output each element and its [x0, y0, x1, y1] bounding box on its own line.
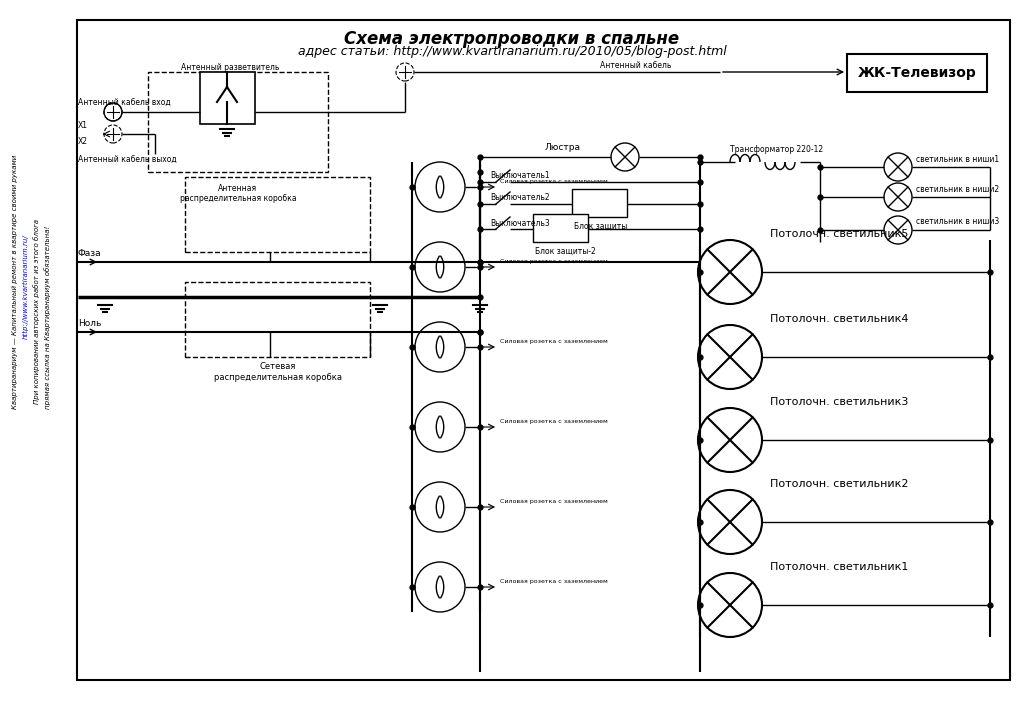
- Circle shape: [415, 562, 465, 612]
- Text: Выключатель3: Выключатель3: [490, 218, 550, 227]
- Circle shape: [884, 216, 912, 244]
- Text: Потолочн. светильник3: Потолочн. светильник3: [770, 397, 908, 407]
- Text: светильник в ниши1: светильник в ниши1: [916, 154, 999, 164]
- Bar: [148, 72, 328, 172]
- Circle shape: [884, 183, 912, 211]
- Text: ЖК-Телевизор: ЖК-Телевизор: [858, 66, 976, 80]
- Circle shape: [415, 242, 465, 292]
- Circle shape: [698, 408, 762, 472]
- Text: При копировании авторских работ из этого блога: При копировании авторских работ из этого…: [34, 220, 40, 404]
- Text: Антенная
распределительная коробка: Антенная распределительная коробка: [179, 184, 296, 204]
- Text: Потолочн. светильник5: Потолочн. светильник5: [770, 229, 908, 239]
- Circle shape: [415, 162, 465, 212]
- Text: Схема электропроводки в спальне: Схема электропроводки в спальне: [344, 30, 680, 48]
- Circle shape: [611, 143, 639, 171]
- Circle shape: [104, 103, 122, 121]
- Bar: [847, 54, 987, 92]
- Text: X2: X2: [78, 138, 88, 147]
- Text: Силовая розетка с заземлением: Силовая розетка с заземлением: [500, 340, 608, 345]
- Bar: [572, 189, 627, 217]
- Text: Выключатель1: Выключатель1: [490, 171, 550, 180]
- Text: Квартиранариум — Капитальный ремонт в квартире своими руками: Квартиранариум — Капитальный ремонт в кв…: [12, 155, 18, 409]
- Bar: [200, 72, 255, 124]
- Text: Выключатель2: Выключатель2: [490, 194, 550, 202]
- Circle shape: [698, 573, 762, 637]
- Circle shape: [884, 153, 912, 181]
- Text: Фаза: Фаза: [78, 249, 101, 258]
- Text: Блок защиты-2: Блок защиты-2: [535, 246, 596, 256]
- Circle shape: [698, 240, 762, 304]
- Text: Силовая розетка с заземлением: Силовая розетка с заземлением: [500, 260, 608, 265]
- Text: Блок защиты: Блок защиты: [574, 222, 628, 230]
- Text: Антенный разветвитель: Антенный разветвитель: [181, 62, 280, 72]
- Bar: [185, 282, 370, 357]
- Circle shape: [415, 482, 465, 532]
- Text: Потолочн. светильник1: Потолочн. светильник1: [770, 562, 908, 572]
- Text: Силовая розетка с заземлением: Силовая розетка с заземлением: [500, 579, 608, 585]
- Circle shape: [698, 325, 762, 389]
- Text: Трансформатор 220-12: Трансформатор 220-12: [730, 145, 823, 154]
- Text: Люстра: Люстра: [545, 143, 581, 152]
- Text: Силовая розетка с заземлением: Силовая розетка с заземлением: [500, 180, 608, 185]
- Text: Антенный кабель: Антенный кабель: [600, 60, 672, 69]
- Text: адрес статьи: http://www.kvartiranarium.ru/2010/05/blog-post.html: адрес статьи: http://www.kvartiranarium.…: [298, 45, 726, 58]
- Text: Силовая розетка с заземлением: Силовая розетка с заземлением: [500, 500, 608, 505]
- Circle shape: [415, 402, 465, 452]
- Text: Антенный кабель вход: Антенный кабель вход: [78, 98, 171, 107]
- Text: прямая ссылка на Квартиранариум обязательна!: прямая ссылка на Квартиранариум обязател…: [45, 225, 51, 409]
- Circle shape: [698, 490, 762, 554]
- Text: http://www.kvartiranarium.ru/: http://www.kvartiranarium.ru/: [23, 234, 29, 339]
- Text: Ноль: Ноль: [78, 319, 101, 329]
- Bar: [185, 177, 370, 252]
- Text: Антенный кабель выход: Антенный кабель выход: [78, 154, 176, 164]
- Bar: [534, 214, 588, 242]
- Circle shape: [415, 322, 465, 372]
- Text: Потолочн. светильник4: Потолочн. светильник4: [770, 314, 908, 324]
- Text: Силовая розетка с заземлением: Силовая розетка с заземлением: [500, 420, 608, 425]
- Text: X1: X1: [78, 121, 88, 131]
- Text: светильник в ниши3: светильник в ниши3: [916, 218, 999, 227]
- Text: Сетевая
распределительная коробка: Сетевая распределительная коробка: [214, 362, 342, 382]
- Text: светильник в ниши2: светильник в ниши2: [916, 185, 999, 194]
- Text: Потолочн. светильник2: Потолочн. светильник2: [770, 479, 908, 489]
